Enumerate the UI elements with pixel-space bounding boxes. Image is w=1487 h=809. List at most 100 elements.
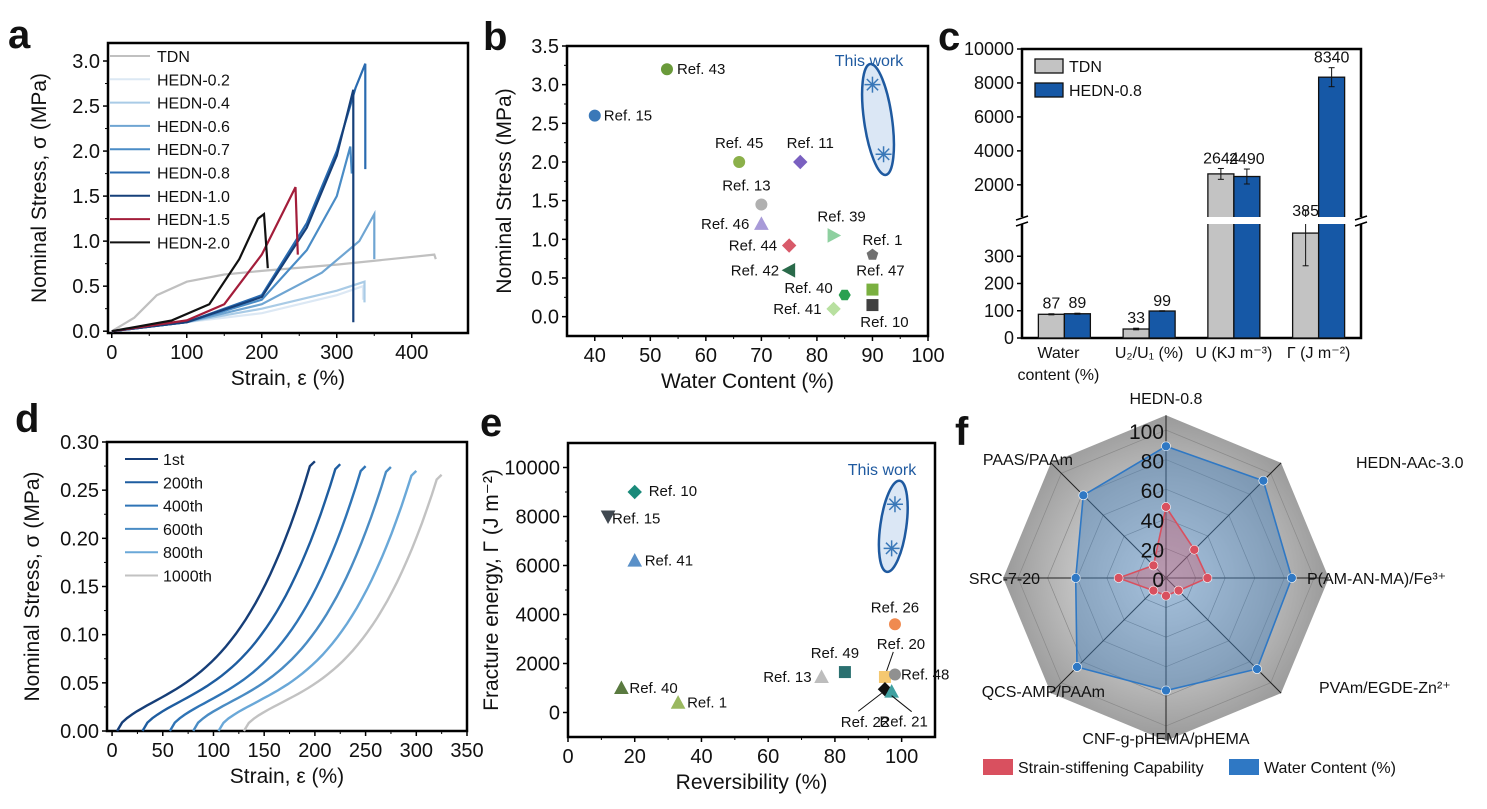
value-label: 99	[1153, 293, 1171, 310]
y-axis-title: Fracture energy, Γ (J m⁻²)	[480, 469, 503, 711]
y-axis-title: Nominal Stress (MPa)	[493, 88, 516, 293]
point-label: Ref. 11	[787, 135, 834, 152]
legend-label: HEDN-1.5	[157, 212, 230, 229]
this-work-ellipse	[877, 479, 909, 574]
leader-line	[886, 651, 894, 672]
panel-label-e: e	[480, 401, 502, 445]
x-tick-label: 0	[107, 740, 118, 762]
panel-label-c: c	[938, 15, 960, 59]
axis-break-mark	[1354, 221, 1368, 227]
y-tick-label: 6000	[974, 107, 1014, 127]
plot-frame	[105, 440, 469, 733]
data-point	[754, 216, 769, 230]
radial-tick-label: 80	[1141, 451, 1164, 474]
legend-swatch	[983, 759, 1013, 775]
y-tick-label: 2.5	[72, 96, 100, 118]
data-point	[838, 289, 851, 301]
series-line-HEDN-1.5	[111, 186, 299, 333]
leader-line	[857, 692, 882, 712]
plot-frame	[1020, 47, 1363, 340]
x-tick-label: 0	[106, 342, 117, 364]
y-tick-label: 0.30	[60, 432, 99, 454]
y-tick-label: 1.5	[531, 191, 559, 213]
data-point	[627, 484, 642, 500]
radial-tick-label: 60	[1141, 480, 1164, 503]
y-tick-label: 0.25	[60, 480, 99, 502]
radar-point	[1258, 475, 1269, 486]
x-axis-title: Strain, ε (%)	[231, 367, 345, 390]
point-label: Ref. 40	[629, 680, 677, 697]
x-tick-label: 20	[624, 746, 646, 768]
radar-point	[1173, 585, 1184, 596]
panel-f: 0 20 40 60 80 100 HEDN-0.8 HEDN-AAc-3.0 P(AM-AN-…	[969, 391, 1464, 777]
panel-label-b: b	[483, 15, 507, 59]
y-tick-label: 300	[984, 246, 1014, 266]
legend-label: 1st	[163, 452, 185, 469]
point-label: Ref. 26	[871, 599, 919, 616]
y-tick-label: 0.05	[60, 673, 99, 695]
bar-HEDN-0.8	[1233, 175, 1261, 339]
bar-HEDN-0.8	[1063, 313, 1092, 339]
data-point	[866, 248, 879, 260]
x-tick-label: 250	[349, 740, 382, 762]
radar-spoke	[1050, 577, 1167, 694]
data-point	[733, 156, 746, 168]
data-point	[781, 262, 796, 278]
y-tick-label: 2000	[516, 654, 561, 676]
point-label: Ref. 10	[860, 314, 908, 331]
point-label: Ref. 41	[645, 553, 693, 570]
y-tick-label: 2.0	[531, 152, 559, 174]
radar-axis-label: HEDN-0.8	[1130, 391, 1203, 408]
legend-label: HEDN-0.8	[1069, 83, 1142, 100]
point-label: Ref. 39	[817, 208, 865, 225]
panel-label-f: f	[955, 410, 969, 454]
point-label: Ref. 1	[862, 232, 902, 249]
this-work-label: This work	[835, 53, 904, 70]
panel-e: 0 20 40 60 80 100 0 2000 4000 6000 8000 10000 Revers…	[480, 441, 949, 794]
y-tick-label: 200	[984, 274, 1014, 294]
data-point	[600, 510, 616, 525]
y-tick-label: 10000	[964, 39, 1014, 59]
y-tick-label: 2.0	[72, 141, 100, 163]
x-tick-label: 60	[757, 746, 779, 768]
point-label: Ref. 42	[731, 262, 779, 279]
legend-label: 1000th	[163, 569, 212, 586]
value-label: 2490	[1229, 151, 1265, 168]
panel-a: 0 100 200 300 400 0.0 0.5 1.0 1.5 2.0 2.5 3.0 Strain…	[28, 41, 470, 390]
bar-HEDN-0.8	[1148, 310, 1176, 339]
point-label: Ref. 49	[811, 645, 859, 662]
series-line-HEDN-1.0	[111, 89, 355, 333]
axis-break-mark	[1015, 221, 1029, 227]
point-label: Ref. 20	[877, 636, 925, 653]
x-tick-label: 100	[197, 740, 230, 762]
x-category-label: Water	[1037, 345, 1080, 362]
point-label: Ref. 46	[701, 216, 749, 233]
y-tick-label: 8000	[974, 73, 1014, 93]
data-point	[827, 228, 842, 243]
value-label: 89	[1068, 295, 1086, 312]
x-tick-label: 70	[750, 345, 772, 367]
x-tick-label: 50	[152, 740, 174, 762]
point-label: Ref. 13	[722, 178, 770, 195]
point-label: Ref. 22	[841, 714, 889, 731]
data-point	[588, 109, 601, 122]
panel-b: 40 50 60 70 80 90 100 0.0 0.5 1.0 1.5 2.0 2.5 3.0 3.5 W…	[493, 36, 945, 393]
data-point	[888, 668, 901, 681]
this-work-point	[877, 148, 890, 161]
x-tick-label: 40	[690, 746, 712, 768]
y-tick-label: 4000	[516, 605, 561, 627]
series-line-1st	[116, 460, 316, 732]
data-point	[814, 669, 829, 683]
legend-swatch	[1034, 58, 1064, 74]
legend-label: 600th	[163, 522, 203, 539]
data-point	[838, 666, 851, 679]
radar-point	[1202, 573, 1213, 583]
x-tick-label: 100	[170, 342, 203, 364]
x-category-label: Γ (J m⁻²)	[1287, 345, 1350, 362]
radial-tick-label: 100	[1129, 421, 1164, 444]
y-tick-label: 3.5	[531, 36, 559, 58]
y-axis-title: Nominal Stress, σ (MPa)	[21, 471, 44, 701]
data-point	[755, 198, 768, 211]
axis-break-mark	[1015, 215, 1029, 221]
radar-axis-label: SRC-7-20	[969, 571, 1040, 588]
